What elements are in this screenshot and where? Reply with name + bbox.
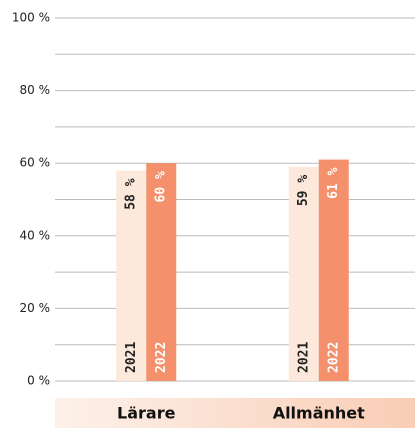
y-tick-label: 80 %: [20, 83, 51, 97]
series-label: 2022: [154, 342, 169, 373]
value-label: 59 %: [296, 175, 311, 206]
bar: [318, 159, 349, 381]
y-tick-label: 100 %: [12, 11, 50, 25]
x-tick-label: Allmänhet: [273, 404, 365, 423]
bar: [116, 170, 147, 381]
bar: [288, 166, 319, 381]
value-label: 60 %: [154, 171, 169, 202]
y-tick-label: 0 %: [27, 374, 50, 388]
x-tick-label: Lärare: [117, 404, 176, 423]
y-tick-label: 20 %: [20, 301, 51, 315]
series-label: 2021: [296, 342, 311, 373]
series-label: 2021: [124, 342, 139, 373]
series-label: 2022: [326, 342, 341, 373]
category-band: [55, 398, 415, 428]
bar: [146, 163, 177, 381]
value-label: 58 %: [124, 178, 139, 209]
y-tick-label: 40 %: [20, 228, 51, 242]
y-tick-label: 60 %: [20, 156, 51, 170]
value-label: 61 %: [326, 167, 341, 198]
